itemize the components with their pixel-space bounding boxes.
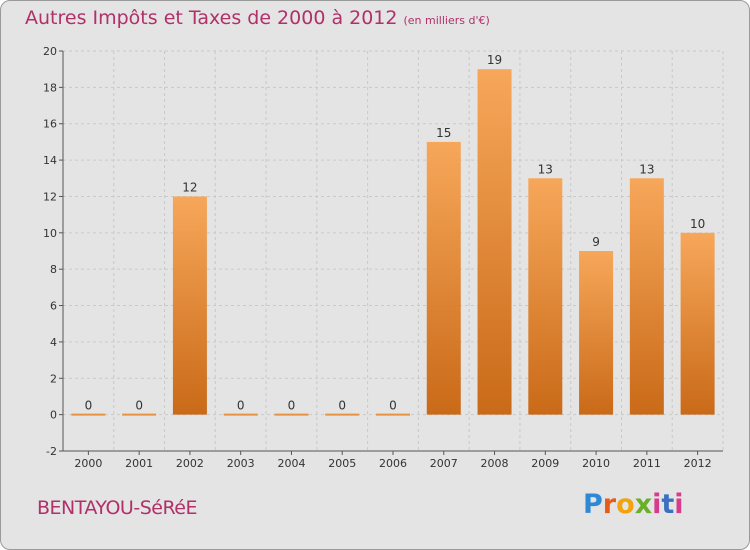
value-label-2011: 13 (639, 162, 654, 176)
value-label-2010: 9 (592, 235, 600, 249)
labels: 0 2000 0 2001 12 2002 0 2003 0 2004 0 2005 0 2006 15 20… (74, 53, 711, 470)
x-tick-label: 2008 (481, 457, 509, 470)
chart-title: Autres Impôts et Taxes de 2000 à 2012 (en… (25, 7, 490, 29)
bar-2012 (680, 232, 715, 415)
value-label-2004: 0 (288, 399, 296, 413)
value-label-2009: 13 (538, 162, 553, 176)
value-label-2003: 0 (237, 399, 245, 413)
value-label-2002: 12 (182, 180, 197, 194)
y-tick-label: 12 (43, 190, 57, 203)
bar-2009 (528, 178, 563, 415)
bar-2002 (172, 196, 207, 415)
value-label-2001: 0 (135, 399, 143, 413)
brand-logo[interactable]: Proxiti (583, 489, 684, 520)
value-label-2008: 19 (487, 53, 502, 67)
bars (71, 69, 715, 416)
bar-2011 (629, 178, 664, 415)
x-tick-label: 2009 (531, 457, 559, 470)
y-tick-label: 0 (50, 409, 57, 422)
x-tick-label: 2000 (74, 457, 102, 470)
y-tick-label: 4 (50, 336, 57, 349)
x-tick-label: 2003 (227, 457, 255, 470)
bar-2008 (477, 69, 512, 415)
x-tick-label: 2012 (684, 457, 712, 470)
bar-2007 (426, 141, 461, 415)
y-tick-label: 6 (50, 300, 57, 313)
value-label-2000: 0 (85, 399, 93, 413)
town-name: BENTAYOU-SéRéE (37, 497, 197, 519)
y-tick-label: 20 (43, 45, 57, 58)
axes: -2 0 2 4 6 8 10 12 14 16 18 20 (43, 45, 723, 458)
grid-lines (62, 50, 724, 452)
value-label-2012: 10 (690, 217, 705, 231)
y-tick-label: 8 (50, 263, 57, 276)
y-tick-label: 16 (43, 118, 57, 131)
y-tick-label: 14 (43, 154, 57, 167)
y-tick-label: -2 (46, 445, 57, 458)
x-tick-label: 2005 (328, 457, 356, 470)
x-tick-label: 2006 (379, 457, 407, 470)
y-tick-label: 18 (43, 81, 57, 94)
y-tick-label: 2 (50, 372, 57, 385)
x-tick-label: 2001 (125, 457, 153, 470)
x-tick-label: 2002 (176, 457, 204, 470)
x-tick-label: 2011 (633, 457, 661, 470)
title-text: Autres Impôts et Taxes de 2000 à 2012 (25, 7, 398, 29)
y-tick-label: 10 (43, 227, 57, 240)
value-label-2007: 15 (436, 126, 451, 140)
x-tick-label: 2004 (277, 457, 305, 470)
x-tick-label: 2007 (430, 457, 458, 470)
value-label-2006: 0 (389, 399, 397, 413)
x-tick-label: 2010 (582, 457, 610, 470)
title-unit: (en milliers d'€) (403, 14, 490, 27)
bar-2010 (579, 251, 614, 415)
value-label-2005: 0 (338, 399, 346, 413)
